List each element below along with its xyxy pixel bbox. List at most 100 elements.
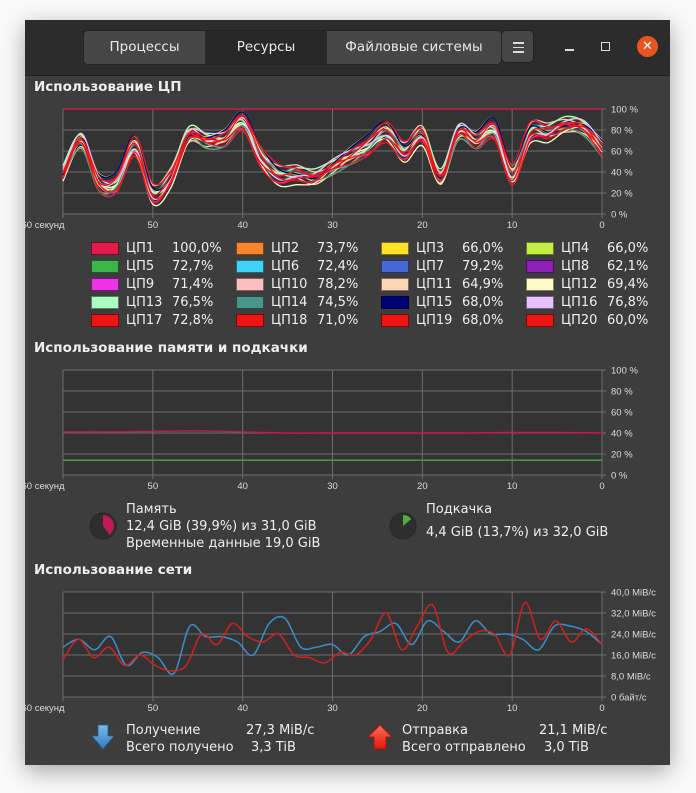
tab-processes[interactable]: Процессы <box>84 31 206 64</box>
send-total-label: Всего отправлено <box>402 740 526 755</box>
cpu-color-swatch[interactable] <box>526 295 554 309</box>
cpu-color-swatch[interactable] <box>381 313 409 327</box>
hamburger-menu-icon-bar <box>513 46 524 48</box>
cpu-color-swatch[interactable] <box>381 295 409 309</box>
memory-x-tick: 10 <box>507 481 518 492</box>
cpu-color-swatch[interactable] <box>91 259 119 273</box>
cpu-color-swatch[interactable] <box>526 277 554 291</box>
cpu-x-tick: 10 <box>507 220 518 230</box>
memory-section-title: Использование памяти и подкачки <box>34 340 308 356</box>
cpu-color-swatch[interactable] <box>526 313 554 327</box>
cpu-x-tick: 40 <box>237 220 248 230</box>
cpu-series-line <box>62 117 603 195</box>
cpu-legend-item: ЦП7 79,2% <box>381 258 526 274</box>
send-rate: 21,1 MiB/c <box>539 723 608 738</box>
cpu-color-swatch[interactable] <box>381 241 409 255</box>
cpu-legend-label: ЦП4 <box>561 240 590 256</box>
memory-y-tick: 40 % <box>611 429 633 440</box>
swap-pie-icon <box>389 512 417 540</box>
cpu-legend-item: ЦП9 71,4% <box>91 276 236 292</box>
cpu-color-swatch[interactable] <box>381 259 409 273</box>
menu-button[interactable] <box>501 30 534 63</box>
cpu-color-swatch[interactable] <box>526 241 554 255</box>
network-y-tick: 24,0 MiB/c <box>611 630 656 641</box>
maximize-button[interactable] <box>596 37 616 57</box>
cpu-legend-value: 73,7% <box>317 240 359 256</box>
cpu-color-swatch[interactable] <box>91 241 119 255</box>
receive-total: 3,3 TiB <box>251 740 296 755</box>
network-series-line <box>62 615 603 676</box>
cpu-legend-item: ЦП11 64,9% <box>381 276 526 292</box>
cpu-legend-label: ЦП17 <box>126 312 163 328</box>
cpu-legend-item: ЦП2 73,7% <box>236 240 381 256</box>
cpu-color-swatch[interactable] <box>91 277 119 291</box>
cpu-x-tick: 30 <box>327 220 338 230</box>
cpu-legend-label: ЦП9 <box>126 276 155 292</box>
download-arrow-icon <box>91 724 115 750</box>
network-section-title: Использование сети <box>34 562 193 578</box>
cpu-legend-label: ЦП7 <box>416 258 445 274</box>
cpu-legend-label: ЦП20 <box>561 312 598 328</box>
cpu-legend-value: 60,0% <box>607 312 649 328</box>
cpu-legend-item: ЦП4 66,0% <box>526 240 671 256</box>
memory-y-tick: 20 % <box>611 450 633 461</box>
cpu-color-swatch[interactable] <box>381 277 409 291</box>
cpu-legend-item: ЦП16 76,8% <box>526 294 671 310</box>
cpu-color-swatch[interactable] <box>236 241 264 255</box>
network-x-tick: 60 секунд <box>25 703 65 714</box>
send-label: Отправка <box>402 723 469 738</box>
cpu-legend-value: 64,9% <box>462 276 504 292</box>
cpu-legend-value: 72,7% <box>172 258 214 274</box>
cpu-series-line <box>62 121 603 204</box>
cpu-color-swatch[interactable] <box>236 259 264 273</box>
cpu-x-tick: 0 <box>599 220 604 230</box>
hamburger-menu-icon <box>513 42 524 44</box>
cpu-legend-value: 74,5% <box>317 294 359 310</box>
cpu-legend-value: 76,8% <box>607 294 649 310</box>
cpu-legend-value: 66,0% <box>462 240 504 256</box>
network-y-tick: 8,0 MiB/c <box>611 672 651 683</box>
cpu-legend-item: ЦП18 71,0% <box>236 312 381 328</box>
network-x-tick: 40 <box>237 703 248 714</box>
cpu-legend-value: 100,0% <box>172 240 222 256</box>
swap-label: Подкачка <box>426 502 493 517</box>
memory-series-line <box>62 430 603 434</box>
cpu-x-tick: 50 <box>148 220 159 230</box>
cpu-legend-label: ЦП1 <box>126 240 155 256</box>
memory-value: 12,4 GiB (39,9%) из 31,0 GiB <box>126 519 317 534</box>
cpu-color-swatch[interactable] <box>91 295 119 309</box>
cpu-legend-label: ЦП11 <box>416 276 453 292</box>
cpu-legend-label: ЦП10 <box>271 276 308 292</box>
memory-x-tick: 40 <box>237 481 248 492</box>
memory-pie-icon <box>89 512 117 540</box>
cpu-legend-value: 72,4% <box>317 258 359 274</box>
cpu-legend-item: ЦП5 72,7% <box>91 258 236 274</box>
minimize-button[interactable] <box>560 37 580 57</box>
cpu-legend-value: 62,1% <box>607 258 649 274</box>
cpu-legend-item: ЦП13 76,5% <box>91 294 236 310</box>
cpu-color-swatch[interactable] <box>236 277 264 291</box>
cpu-legend-value: 78,2% <box>317 276 359 292</box>
cpu-legend-label: ЦП2 <box>271 240 300 256</box>
cpu-legend-label: ЦП19 <box>416 312 453 328</box>
cpu-x-tick: 60 секунд <box>25 220 65 230</box>
cpu-color-swatch[interactable] <box>236 295 264 309</box>
cpu-color-swatch[interactable] <box>91 313 119 327</box>
receive-info: Получение 27,3 MiB/c Всего получено 3,3 Ti… <box>126 722 314 756</box>
cpu-legend-item: ЦП19 68,0% <box>381 312 526 328</box>
cpu-color-swatch[interactable] <box>526 259 554 273</box>
tab-file-systems[interactable]: Файловые системы <box>327 31 501 64</box>
cpu-legend-item: ЦП14 74,5% <box>236 294 381 310</box>
cpu-color-swatch[interactable] <box>236 313 264 327</box>
swap-value: 4,4 GiB (13,7%) из 32,0 GiB <box>426 525 609 540</box>
cpu-legend-item: ЦП3 66,0% <box>381 240 526 256</box>
close-button[interactable]: ✕ <box>637 36 658 57</box>
tab-resources[interactable]: Ресурсы <box>206 31 327 64</box>
network-x-tick: 50 <box>148 703 159 714</box>
cpu-x-tick: 20 <box>417 220 428 230</box>
cpu-legend-label: ЦП12 <box>561 276 598 292</box>
cpu-series-line <box>62 115 603 186</box>
swap-info: Подкачка 4,4 GiB (13,7%) из 32,0 GiB <box>426 501 608 541</box>
memory-label: Память <box>126 502 177 517</box>
cpu-legend: ЦП1 100,0% ЦП2 73,7% ЦП3 66,0% ЦП4 66,0% ЦП5 72,7… <box>91 240 671 328</box>
